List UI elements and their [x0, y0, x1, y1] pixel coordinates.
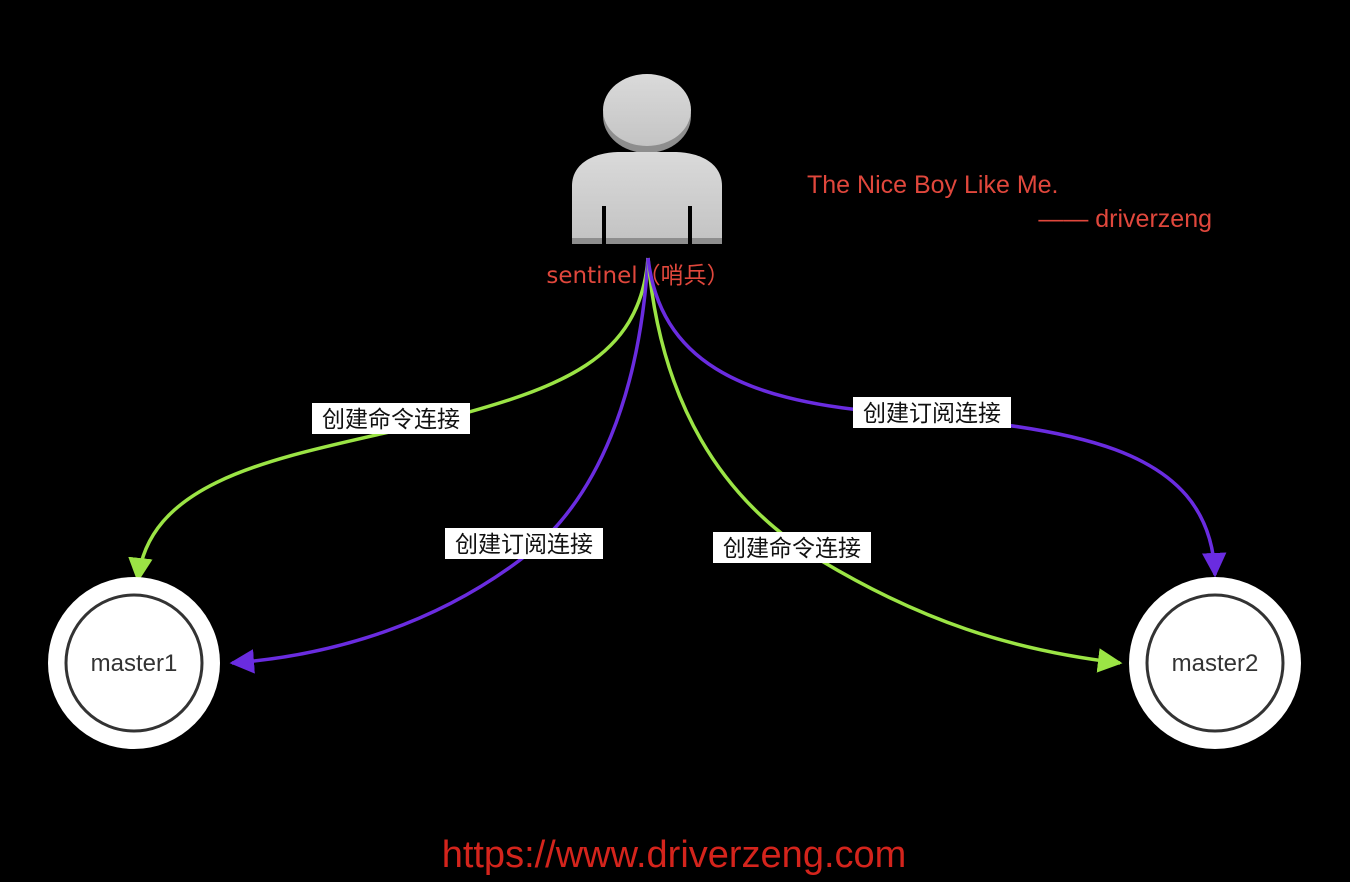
- edge-label-subscribe-master1: 创建订阅连接: [445, 528, 603, 559]
- node-label: master2: [1172, 650, 1259, 677]
- edge-label-text: 创建命令连接: [322, 407, 460, 433]
- edge-label-command-master2: 创建命令连接: [713, 532, 871, 563]
- node-master2[interactable]: master2: [1129, 577, 1301, 749]
- edge-subscribe-master1: [229, 257, 650, 674]
- edge-label-command-master1: 创建命令连接: [312, 403, 470, 434]
- person-icon: [572, 74, 722, 244]
- footer-url-link[interactable]: https://www.driverzeng.com: [442, 834, 907, 876]
- node-label: master1: [91, 650, 178, 677]
- edges: [128, 257, 1227, 674]
- edge-command-master2: [646, 257, 1123, 673]
- edge-label-subscribe-master2: 创建订阅连接: [853, 397, 1011, 428]
- edge-labels: 创建命令连接 创建订阅连接 创建命令连接 创建订阅连接: [312, 397, 1011, 563]
- quote-line-2: —— driverzeng: [1038, 205, 1212, 233]
- node-master1[interactable]: master1: [48, 577, 220, 749]
- edge-label-text: 创建订阅连接: [455, 532, 593, 558]
- sentinel-label: sentinel（哨兵）: [546, 263, 729, 289]
- quote-line-1: The Nice Boy Like Me.: [807, 171, 1059, 199]
- edge-label-text: 创建命令连接: [723, 536, 861, 562]
- edge-label-text: 创建订阅连接: [863, 401, 1001, 427]
